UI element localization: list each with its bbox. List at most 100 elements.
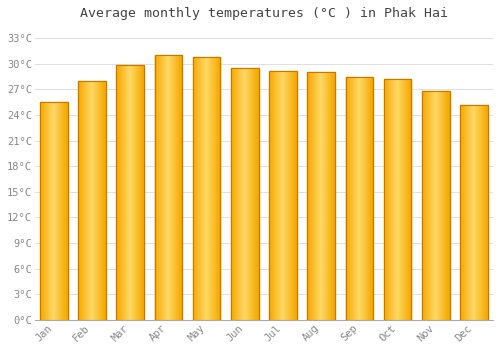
Bar xyxy=(290,71,291,320)
Bar xyxy=(201,57,202,320)
Bar xyxy=(40,102,41,320)
Bar xyxy=(135,65,136,320)
Bar xyxy=(87,81,88,320)
Bar xyxy=(58,102,59,320)
Bar xyxy=(66,102,67,320)
Bar xyxy=(356,77,358,320)
Bar xyxy=(257,68,258,320)
Bar xyxy=(352,77,353,320)
Bar xyxy=(137,65,138,320)
Bar xyxy=(404,79,405,320)
Bar xyxy=(255,68,256,320)
Bar xyxy=(124,65,126,320)
Bar xyxy=(105,81,106,320)
Bar xyxy=(272,71,274,320)
Bar xyxy=(40,102,68,320)
Bar xyxy=(169,55,170,320)
Bar xyxy=(315,72,316,320)
Bar xyxy=(196,57,197,320)
Bar xyxy=(141,65,142,320)
Bar xyxy=(54,102,55,320)
Bar xyxy=(469,105,470,320)
Bar xyxy=(138,65,139,320)
Bar xyxy=(354,77,355,320)
Bar xyxy=(48,102,49,320)
Bar xyxy=(213,57,214,320)
Bar xyxy=(100,81,101,320)
Bar xyxy=(55,102,56,320)
Bar xyxy=(405,79,406,320)
Bar xyxy=(231,68,232,320)
Bar xyxy=(216,57,217,320)
Bar xyxy=(425,91,426,320)
Bar xyxy=(394,79,395,320)
Bar xyxy=(461,105,462,320)
Bar xyxy=(277,71,278,320)
Bar xyxy=(173,55,174,320)
Bar xyxy=(448,91,449,320)
Bar xyxy=(430,91,431,320)
Bar xyxy=(176,55,178,320)
Bar xyxy=(78,81,106,320)
Bar xyxy=(310,72,311,320)
Bar xyxy=(347,77,348,320)
Bar xyxy=(472,105,474,320)
Bar xyxy=(117,65,118,320)
Bar xyxy=(400,79,401,320)
Bar xyxy=(288,71,289,320)
Bar xyxy=(96,81,97,320)
Bar xyxy=(83,81,84,320)
Bar xyxy=(330,72,331,320)
Bar xyxy=(463,105,464,320)
Bar xyxy=(67,102,68,320)
Bar xyxy=(174,55,176,320)
Bar xyxy=(51,102,52,320)
Bar xyxy=(487,105,488,320)
Bar xyxy=(332,72,333,320)
Bar xyxy=(318,72,319,320)
Bar xyxy=(236,68,237,320)
Bar xyxy=(50,102,51,320)
Bar xyxy=(396,79,397,320)
Bar xyxy=(361,77,362,320)
Bar xyxy=(476,105,478,320)
Bar xyxy=(119,65,120,320)
Bar xyxy=(486,105,487,320)
Bar xyxy=(164,55,165,320)
Bar xyxy=(333,72,334,320)
Bar xyxy=(82,81,83,320)
Bar xyxy=(428,91,429,320)
Bar xyxy=(217,57,218,320)
Bar xyxy=(462,105,463,320)
Bar xyxy=(392,79,393,320)
Bar xyxy=(471,105,472,320)
Bar xyxy=(466,105,467,320)
Bar xyxy=(393,79,394,320)
Bar xyxy=(47,102,48,320)
Bar xyxy=(484,105,485,320)
Bar xyxy=(194,57,195,320)
Bar xyxy=(197,57,198,320)
Bar xyxy=(369,77,370,320)
Bar xyxy=(159,55,160,320)
Bar xyxy=(422,91,450,320)
Bar xyxy=(85,81,86,320)
Bar xyxy=(385,79,386,320)
Bar xyxy=(321,72,322,320)
Bar xyxy=(210,57,212,320)
Bar xyxy=(313,72,314,320)
Bar xyxy=(447,91,448,320)
Bar xyxy=(218,57,219,320)
Bar xyxy=(167,55,168,320)
Bar xyxy=(388,79,390,320)
Bar xyxy=(139,65,140,320)
Bar xyxy=(199,57,200,320)
Bar xyxy=(103,81,104,320)
Bar xyxy=(250,68,251,320)
Bar xyxy=(231,68,258,320)
Bar xyxy=(86,81,87,320)
Bar xyxy=(163,55,164,320)
Bar xyxy=(449,91,450,320)
Bar xyxy=(422,91,424,320)
Bar xyxy=(154,55,156,320)
